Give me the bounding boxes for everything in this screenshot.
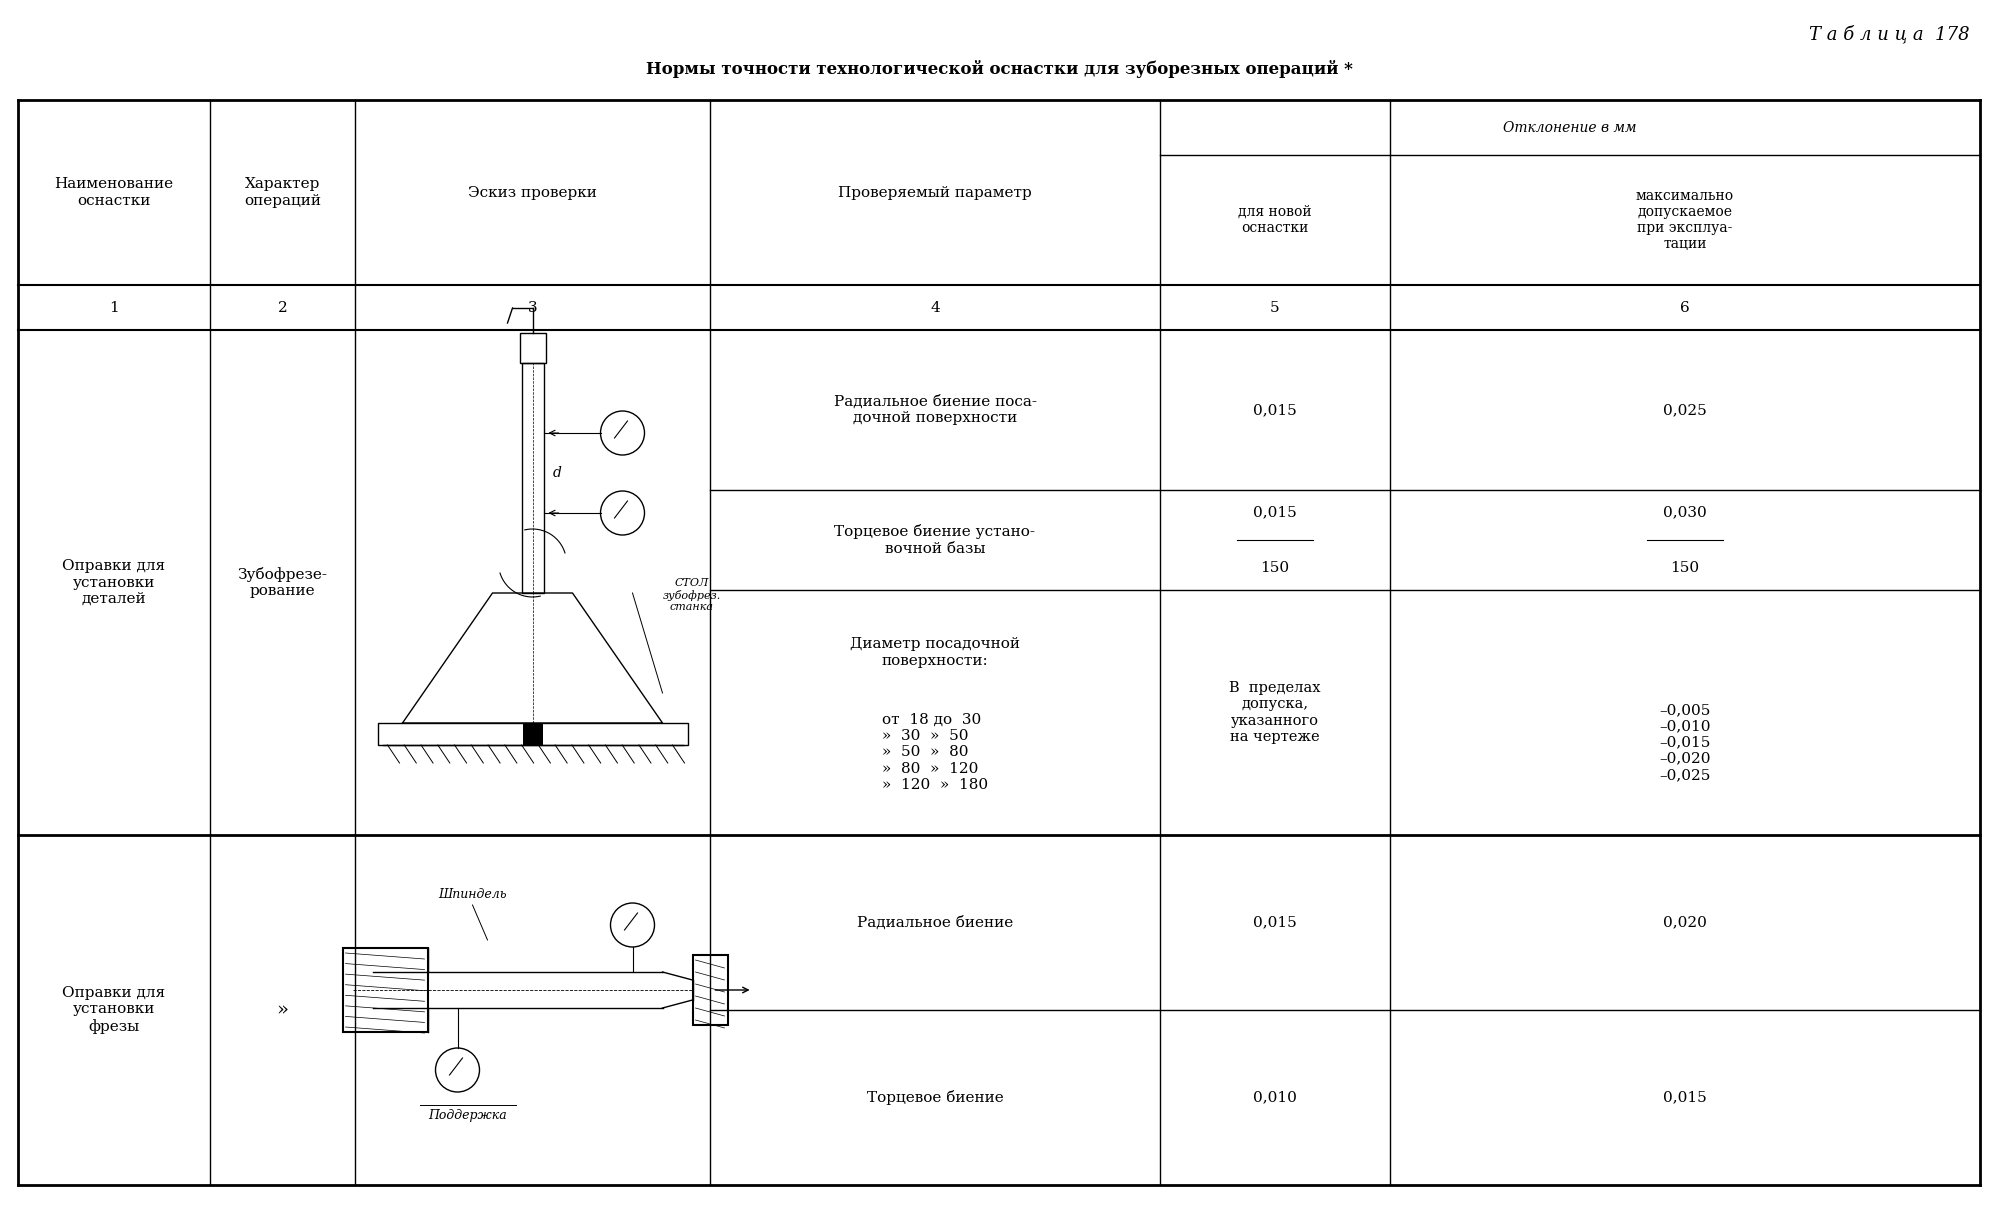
Text: 0,015: 0,015 — [1252, 403, 1296, 417]
Text: максимально
допускаемое
при эксплуа-
тации: максимально допускаемое при эксплуа- тац… — [1637, 188, 1734, 251]
Bar — [693, 955, 727, 1025]
Text: 0,015: 0,015 — [1252, 915, 1296, 930]
Text: для новой
оснастки: для новой оснастки — [1238, 205, 1312, 235]
Text: Зубофрезе-
рование: Зубофрезе- рование — [237, 567, 327, 598]
Text: 1: 1 — [110, 300, 119, 315]
Text: 0,020: 0,020 — [1662, 915, 1706, 930]
Text: 3: 3 — [528, 300, 538, 315]
Text: от  18 до  30
»  30  »  50
»  50  »  80
»  80  »  120
»  120  »  180: от 18 до 30 » 30 » 50 » 50 » 80 » 80 » 1… — [882, 713, 988, 792]
Text: Торцевое биение: Торцевое биение — [866, 1090, 1003, 1105]
Text: 150: 150 — [1260, 561, 1290, 575]
Text: Наименование
оснастки: Наименование оснастки — [54, 177, 173, 207]
Text: Поддержка: Поддержка — [428, 1108, 508, 1122]
Text: Шпиндель: Шпиндель — [438, 889, 508, 902]
Bar — [342, 948, 428, 1032]
Text: 0,015: 0,015 — [1252, 505, 1296, 519]
Text: Т а б л и ц а  178: Т а б л и ц а 178 — [1810, 25, 1969, 43]
Bar — [522, 724, 542, 745]
Text: d: d — [552, 466, 561, 480]
Text: 0,025: 0,025 — [1662, 403, 1706, 417]
Text: Оправки для
установки
деталей: Оправки для установки деталей — [62, 560, 165, 605]
Bar — [522, 363, 544, 593]
Text: 0,030: 0,030 — [1662, 505, 1706, 519]
Text: 4: 4 — [930, 300, 940, 315]
Bar — [520, 333, 546, 363]
Text: Характер
операций: Характер операций — [245, 177, 321, 207]
Text: »: » — [277, 1001, 289, 1019]
Text: Оправки для
установки
фрезы: Оправки для установки фрезы — [62, 987, 165, 1034]
Text: Нормы точности технологической оснастки для зуборезных операций *: Нормы точности технологической оснастки … — [645, 60, 1352, 78]
Text: СТОЛ
зубофрез.
станка: СТОЛ зубофрез. станка — [663, 578, 721, 613]
Text: 6: 6 — [1680, 300, 1690, 315]
Text: Радиальное биение: Радиальное биение — [856, 915, 1013, 930]
Text: 150: 150 — [1670, 561, 1700, 575]
Text: 0,010: 0,010 — [1252, 1090, 1296, 1105]
Text: 0,015: 0,015 — [1662, 1090, 1706, 1105]
Text: Радиальное биение поса-
дочной поверхности: Радиальное биение поса- дочной поверхнос… — [834, 394, 1037, 426]
Text: Эскиз проверки: Эскиз проверки — [468, 186, 597, 199]
Text: Проверяемый параметр: Проверяемый параметр — [838, 186, 1031, 199]
Text: –0,005
–0,010
–0,015
–0,020
–0,025: –0,005 –0,010 –0,015 –0,020 –0,025 — [1659, 703, 1710, 781]
Text: 5: 5 — [1270, 300, 1280, 315]
Text: В  пределах
допуска,
указанного
на чертеже: В пределах допуска, указанного на чертеж… — [1228, 681, 1320, 744]
Text: Торцевое биение устано-
вочной базы: Торцевое биение устано- вочной базы — [834, 525, 1035, 556]
Text: Диаметр посадочной
поверхности:: Диаметр посадочной поверхности: — [850, 638, 1019, 668]
Text: 2: 2 — [277, 300, 287, 315]
Bar — [378, 724, 687, 745]
Text: Отклонение в мм: Отклонение в мм — [1503, 121, 1637, 135]
